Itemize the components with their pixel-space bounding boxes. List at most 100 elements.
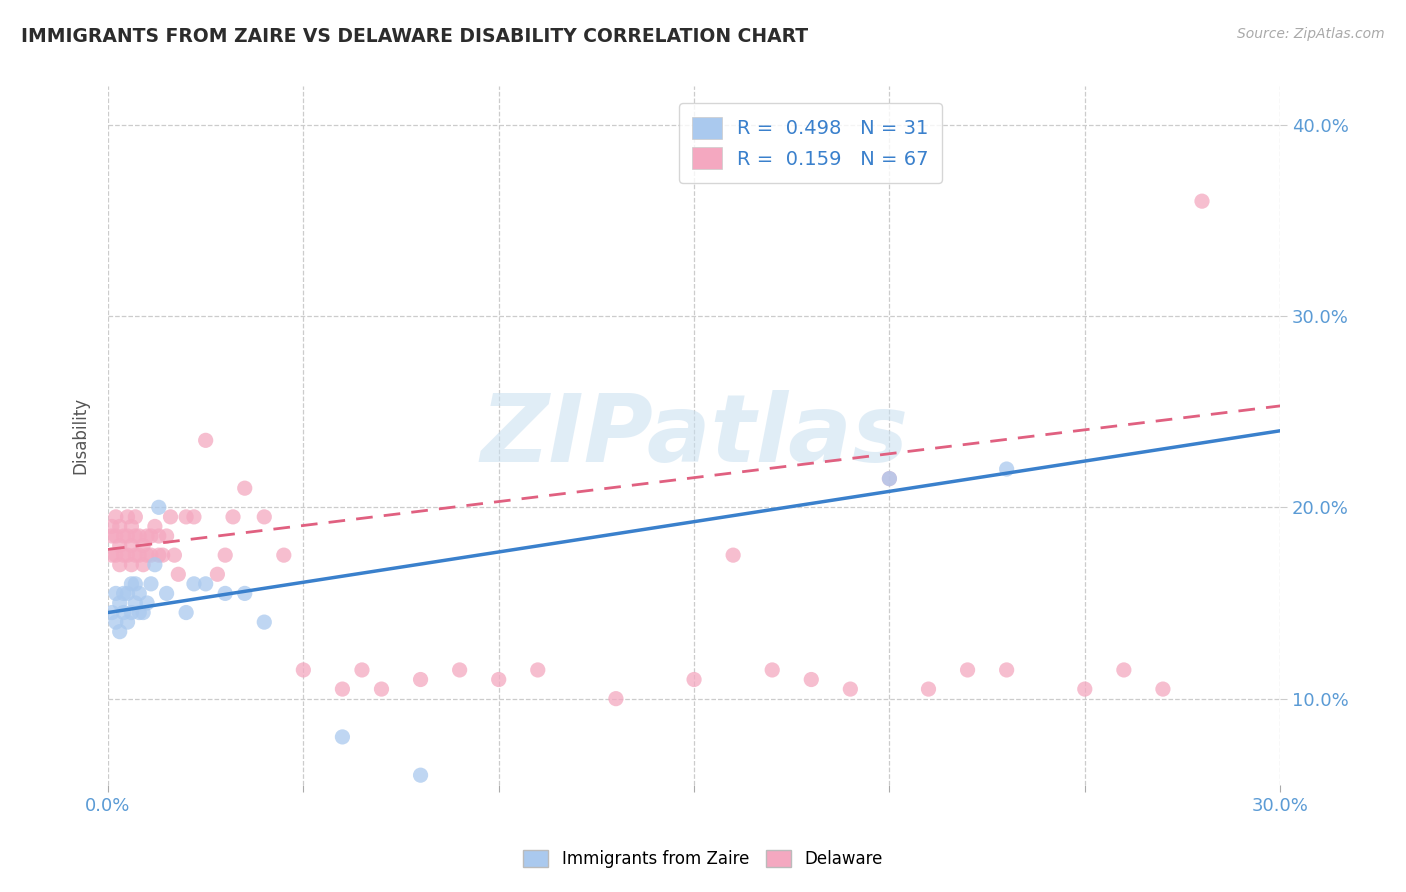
Point: [995, 462, 1018, 476]
Point: [108, 539, 131, 553]
Point: [273, 548, 295, 562]
Point: [117, 615, 139, 629]
Point: [124, 509, 146, 524]
Point: [605, 691, 627, 706]
Point: [233, 481, 256, 495]
Point: [174, 606, 197, 620]
Point: [136, 529, 159, 543]
Point: [233, 586, 256, 600]
Point: [132, 606, 155, 620]
Point: [132, 539, 155, 553]
Point: [132, 558, 155, 572]
Point: [879, 472, 901, 486]
Legend: Immigrants from Zaire, Delaware: Immigrants from Zaire, Delaware: [517, 843, 889, 875]
Point: [139, 529, 162, 543]
Point: [128, 548, 150, 562]
Point: [112, 606, 135, 620]
Point: [101, 606, 124, 620]
Text: IMMIGRANTS FROM ZAIRE VS DELAWARE DISABILITY CORRELATION CHART: IMMIGRANTS FROM ZAIRE VS DELAWARE DISABI…: [21, 27, 808, 45]
Point: [108, 624, 131, 639]
Point: [128, 586, 150, 600]
Point: [143, 519, 166, 533]
Point: [839, 682, 862, 697]
Point: [117, 548, 139, 562]
Point: [526, 663, 548, 677]
Point: [163, 548, 186, 562]
Point: [101, 548, 124, 562]
Point: [761, 663, 783, 677]
Point: [1112, 663, 1135, 677]
Point: [332, 682, 354, 697]
Point: [370, 682, 392, 697]
Point: [139, 548, 162, 562]
Point: [995, 663, 1018, 677]
Point: [108, 519, 131, 533]
Point: [148, 529, 170, 543]
Point: [104, 529, 127, 543]
Point: [143, 558, 166, 572]
Point: [194, 434, 217, 448]
Point: [174, 509, 197, 524]
Point: [222, 509, 245, 524]
Point: [488, 673, 510, 687]
Point: [183, 509, 205, 524]
Point: [128, 529, 150, 543]
Point: [1152, 682, 1174, 697]
Point: [120, 519, 142, 533]
Point: [917, 682, 939, 697]
Point: [332, 730, 354, 744]
Point: [350, 663, 373, 677]
Point: [159, 509, 181, 524]
Point: [292, 663, 315, 677]
Point: [112, 586, 135, 600]
Point: [155, 529, 177, 543]
Point: [214, 548, 236, 562]
Point: [124, 577, 146, 591]
Point: [120, 558, 142, 572]
Point: [1191, 194, 1213, 209]
Point: [253, 509, 276, 524]
Legend: R =  0.498   N = 31, R =  0.159   N = 67: R = 0.498 N = 31, R = 0.159 N = 67: [679, 103, 942, 183]
Point: [683, 673, 706, 687]
Point: [194, 577, 217, 591]
Point: [155, 586, 177, 600]
Point: [124, 548, 146, 562]
Point: [148, 500, 170, 515]
Point: [136, 596, 159, 610]
Point: [104, 548, 127, 562]
Point: [183, 577, 205, 591]
Point: [117, 529, 139, 543]
Point: [120, 577, 142, 591]
Y-axis label: Disability: Disability: [72, 397, 89, 475]
Point: [117, 509, 139, 524]
Point: [136, 548, 159, 562]
Point: [112, 529, 135, 543]
Point: [104, 586, 127, 600]
Point: [449, 663, 471, 677]
Point: [879, 472, 901, 486]
Point: [409, 673, 432, 687]
Point: [800, 673, 823, 687]
Point: [148, 548, 170, 562]
Point: [124, 596, 146, 610]
Point: [152, 548, 174, 562]
Point: [108, 596, 131, 610]
Point: [101, 529, 124, 543]
Point: [253, 615, 276, 629]
Point: [207, 567, 229, 582]
Point: [128, 606, 150, 620]
Point: [167, 567, 190, 582]
Point: [409, 768, 432, 782]
Point: [1074, 682, 1097, 697]
Point: [124, 529, 146, 543]
Point: [117, 586, 139, 600]
Point: [214, 586, 236, 600]
Point: [139, 577, 162, 591]
Point: [112, 548, 135, 562]
Point: [956, 663, 979, 677]
Text: Source: ZipAtlas.com: Source: ZipAtlas.com: [1237, 27, 1385, 41]
Point: [120, 606, 142, 620]
Point: [120, 539, 142, 553]
Point: [721, 548, 744, 562]
Text: ZIPatlas: ZIPatlas: [479, 390, 908, 482]
